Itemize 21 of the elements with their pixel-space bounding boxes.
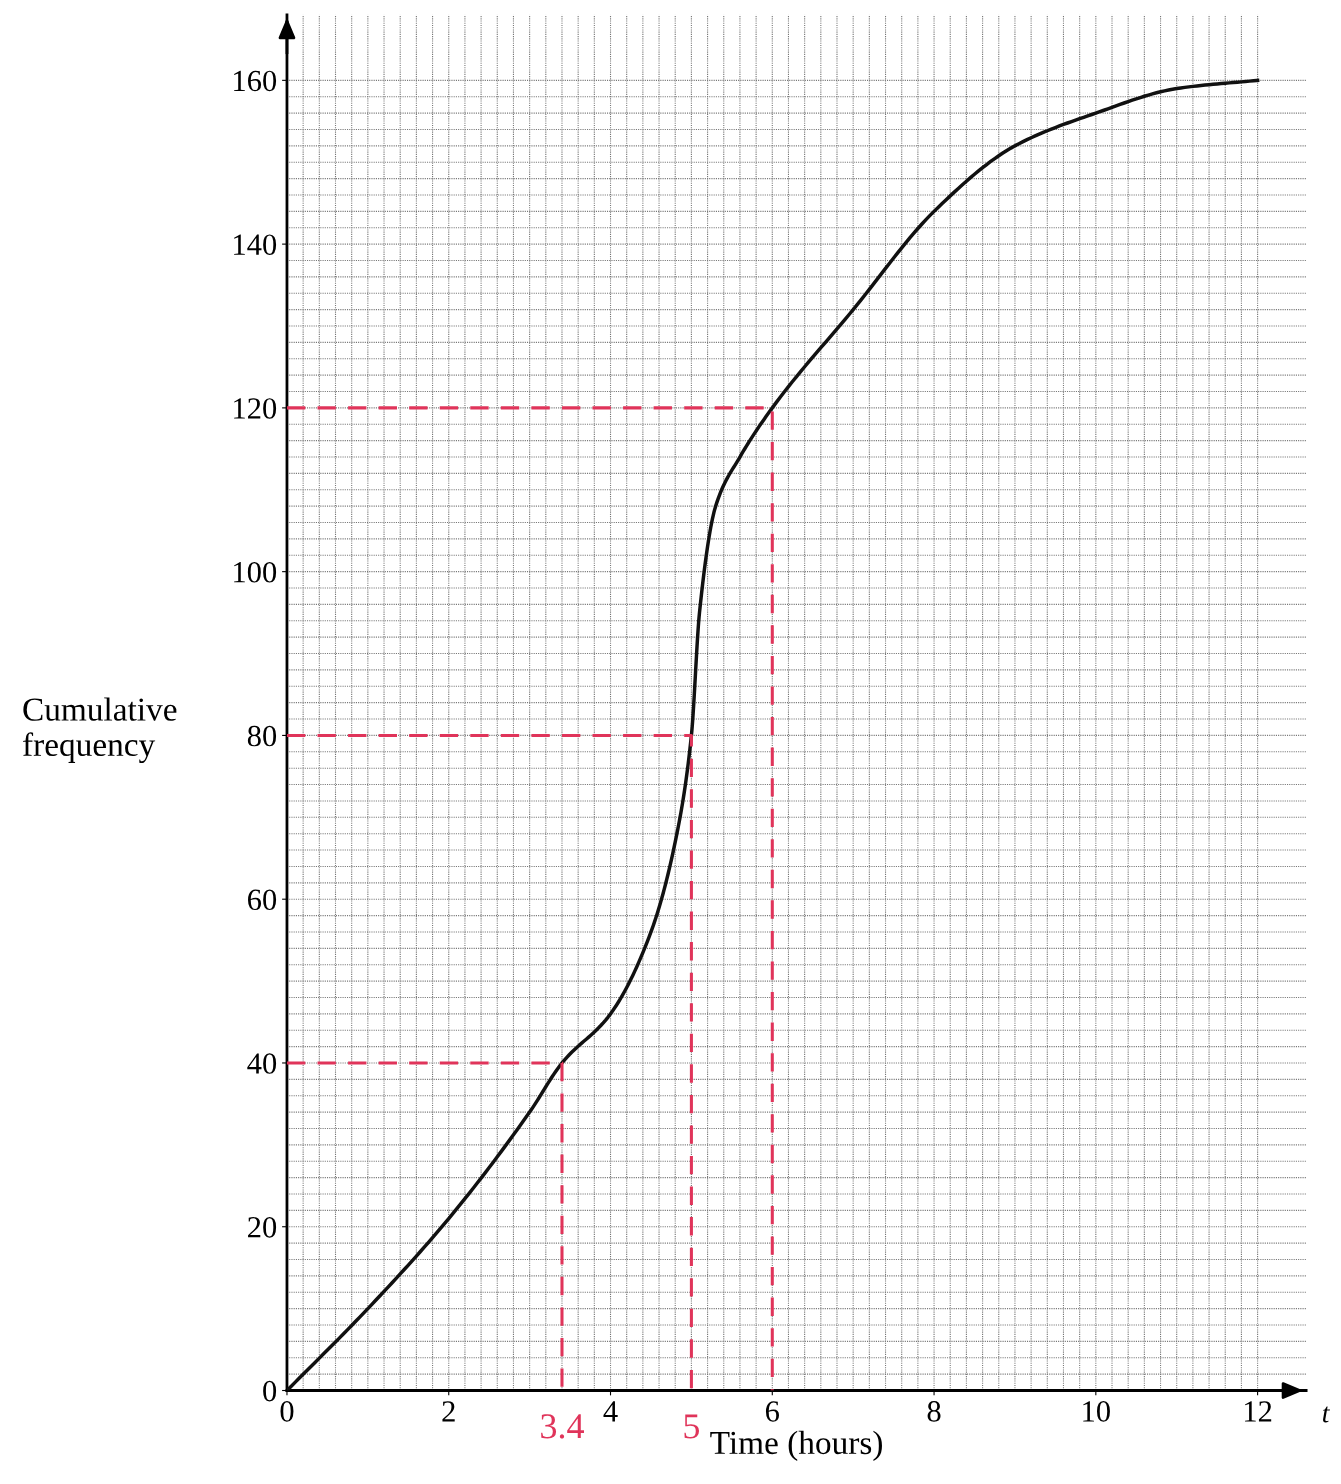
y-tick-label: 100	[234, 561, 277, 583]
y-tick-label: 60	[248, 889, 277, 911]
x-tick-label: 0	[280, 1401, 294, 1422]
x-tick-label: 12	[1245, 1401, 1272, 1422]
x-axis-title: Time (hours)	[710, 1430, 882, 1461]
x-tick-label: 4	[603, 1401, 618, 1422]
y-tick-label: 120	[234, 398, 277, 419]
annotation: 3.4	[541, 1414, 584, 1439]
y-tick-label: 140	[234, 234, 277, 256]
x-tick-label: 8	[927, 1401, 941, 1422]
text: t	[1322, 1406, 1330, 1423]
annotation: 5	[684, 1414, 700, 1439]
y-axis-title: Cumulative frequency	[23, 697, 177, 763]
x-tick-label: 2	[442, 1401, 455, 1422]
y-tick-label: 20	[248, 1217, 277, 1238]
x-tick-label: 6	[765, 1401, 780, 1422]
y-tick-label: 40	[247, 1053, 277, 1074]
y-tick-label: 80	[247, 725, 277, 747]
y-tick-label: 0	[263, 1380, 277, 1402]
y-tick-label: 160	[234, 70, 277, 92]
x-tick-label: 10	[1083, 1401, 1110, 1422]
